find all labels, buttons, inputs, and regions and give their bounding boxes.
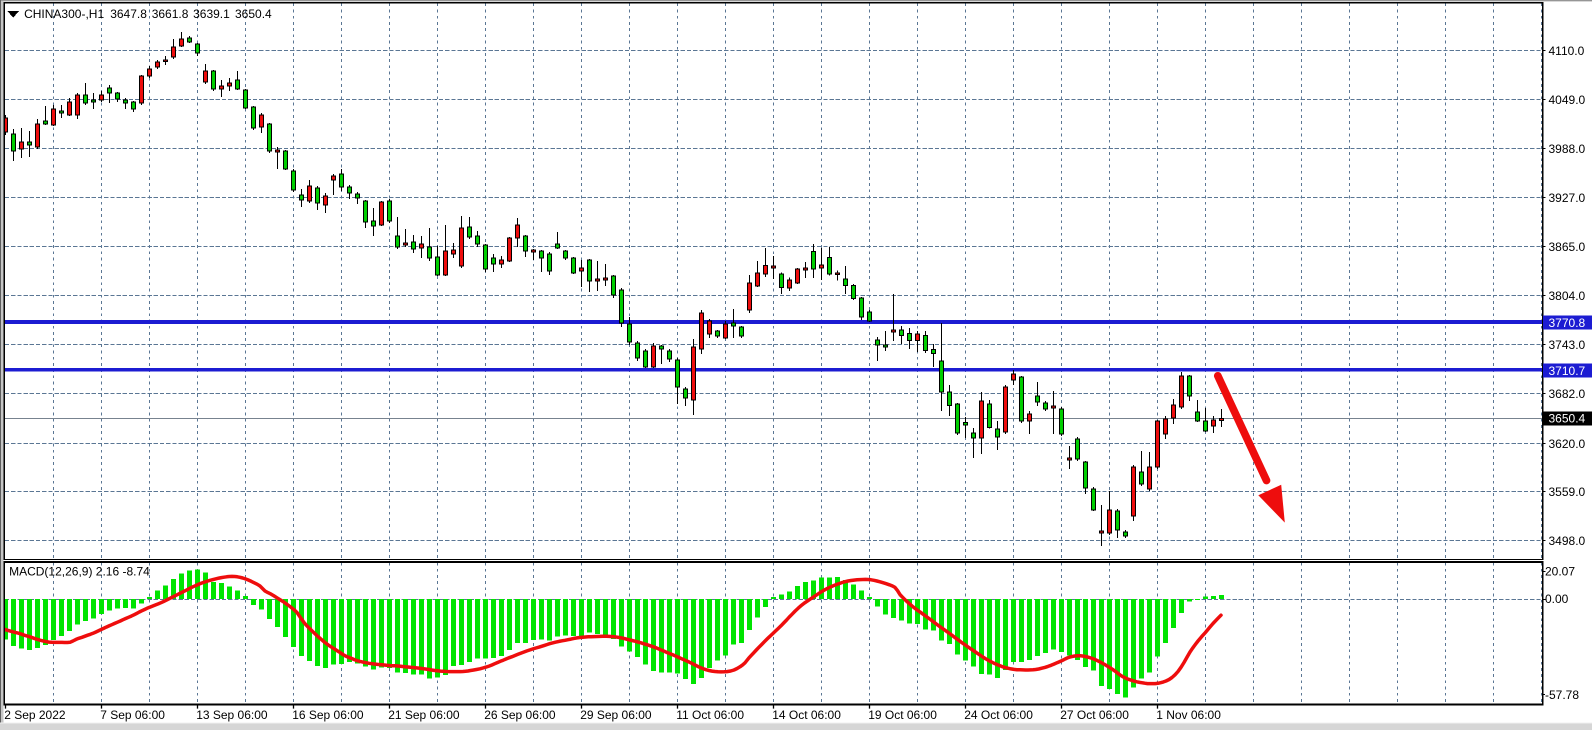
svg-text:3710.7: 3710.7: [1549, 364, 1586, 378]
svg-text:-57.78: -57.78: [1545, 688, 1579, 702]
svg-text:3661.8: 3661.8: [152, 7, 189, 21]
svg-text:3639.1: 3639.1: [193, 7, 230, 21]
svg-text:14 Oct 06:00: 14 Oct 06:00: [772, 708, 841, 722]
svg-text:3647.8: 3647.8: [110, 7, 147, 21]
svg-text:3865.0: 3865.0: [1549, 240, 1586, 254]
svg-text:3650.4: 3650.4: [235, 7, 272, 21]
svg-text:29 Sep 06:00: 29 Sep 06:00: [580, 708, 652, 722]
svg-text:3804.0: 3804.0: [1549, 289, 1586, 303]
svg-text:MACD(12,26,9) 2.16 -8.74: MACD(12,26,9) 2.16 -8.74: [9, 565, 150, 579]
svg-text:4049.0: 4049.0: [1549, 93, 1586, 107]
svg-text:0.00: 0.00: [1545, 592, 1569, 606]
svg-text:11 Oct 06:00: 11 Oct 06:00: [676, 708, 744, 722]
svg-text:7 Sep 06:00: 7 Sep 06:00: [100, 708, 165, 722]
svg-text:3498.0: 3498.0: [1549, 534, 1586, 548]
svg-text:3770.8: 3770.8: [1549, 316, 1586, 330]
svg-text:3650.4: 3650.4: [1549, 412, 1586, 426]
svg-text:CHINA300-,H1: CHINA300-,H1: [24, 7, 104, 21]
svg-text:3743.0: 3743.0: [1549, 338, 1586, 352]
svg-text:3682.0: 3682.0: [1549, 387, 1586, 401]
svg-text:2 Sep 2022: 2 Sep 2022: [4, 708, 66, 722]
svg-text:3559.0: 3559.0: [1549, 485, 1586, 499]
svg-text:1 Nov 06:00: 1 Nov 06:00: [1156, 708, 1221, 722]
svg-text:13 Sep 06:00: 13 Sep 06:00: [196, 708, 268, 722]
svg-text:4110.0: 4110.0: [1549, 44, 1585, 58]
svg-text:3927.0: 3927.0: [1549, 191, 1586, 205]
svg-text:3620.0: 3620.0: [1549, 437, 1586, 451]
svg-text:16 Sep 06:00: 16 Sep 06:00: [292, 708, 364, 722]
svg-text:19 Oct 06:00: 19 Oct 06:00: [868, 708, 937, 722]
svg-text:24 Oct 06:00: 24 Oct 06:00: [964, 708, 1033, 722]
svg-text:20.07: 20.07: [1545, 565, 1575, 579]
svg-text:21 Sep 06:00: 21 Sep 06:00: [388, 708, 460, 722]
svg-text:27 Oct 06:00: 27 Oct 06:00: [1060, 708, 1129, 722]
svg-text:3988.0: 3988.0: [1549, 142, 1586, 156]
svg-text:26 Sep 06:00: 26 Sep 06:00: [484, 708, 556, 722]
